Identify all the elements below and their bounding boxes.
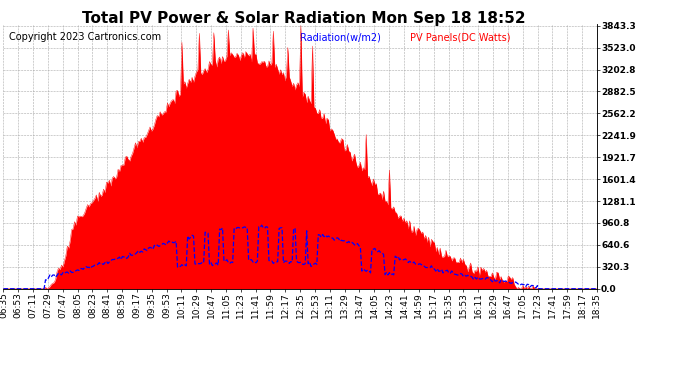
Text: PV Panels(DC Watts): PV Panels(DC Watts)	[410, 32, 511, 42]
Text: Copyright 2023 Cartronics.com: Copyright 2023 Cartronics.com	[10, 32, 161, 42]
Text: Total PV Power & Solar Radiation Mon Sep 18 18:52: Total PV Power & Solar Radiation Mon Sep…	[82, 11, 525, 26]
Text: Radiation(w/m2): Radiation(w/m2)	[300, 32, 381, 42]
